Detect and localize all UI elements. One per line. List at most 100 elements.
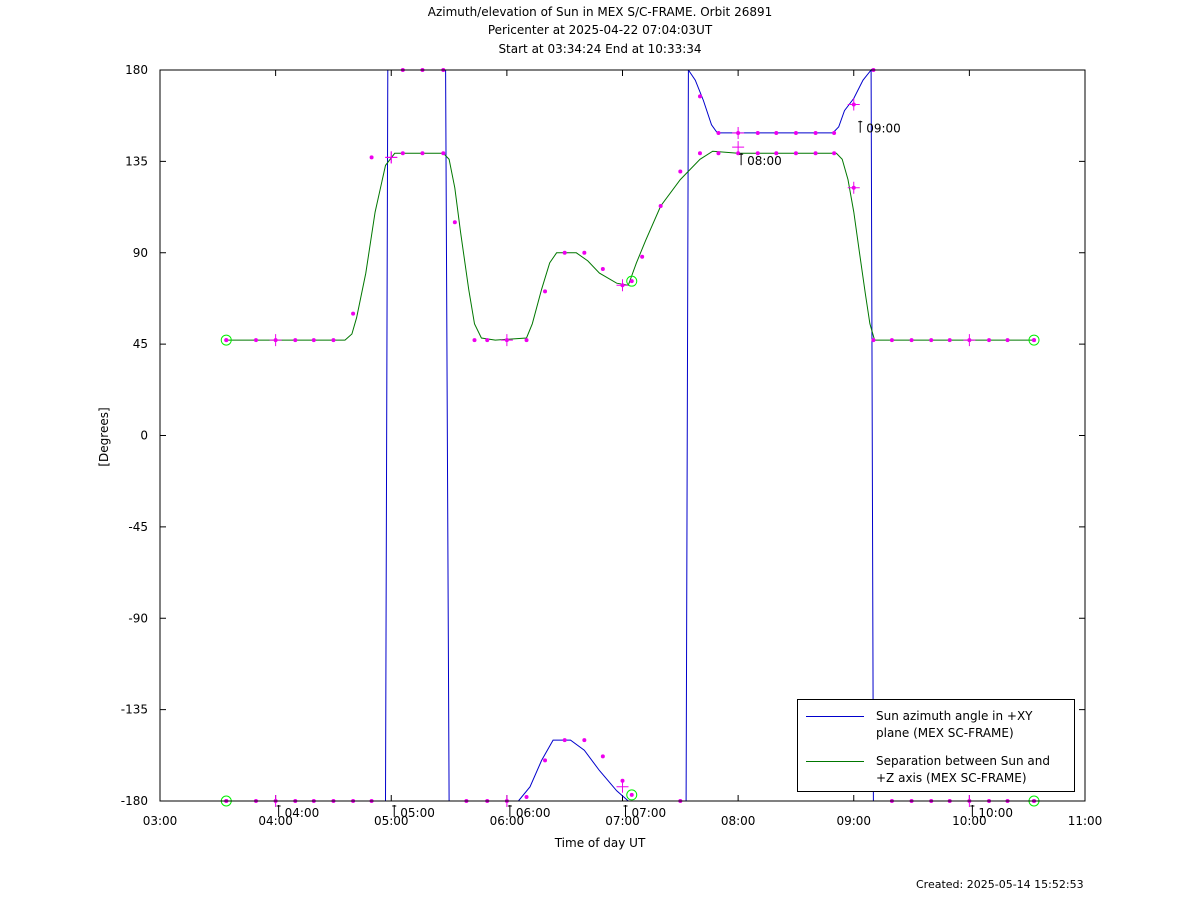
x-tick-label: 08:00 <box>721 814 756 828</box>
hour-marker-azimuth <box>732 126 745 139</box>
data-point-separation <box>658 204 663 209</box>
endpoint-marker <box>1028 334 1040 346</box>
x-tick-label: 05:00 <box>374 814 409 828</box>
data-point-separation <box>400 151 405 156</box>
data-point-separation <box>543 289 548 294</box>
data-point-azimuth <box>697 94 702 99</box>
data-point-separation <box>600 266 605 271</box>
data-point-azimuth <box>793 130 798 135</box>
hour-marker-azimuth <box>616 780 629 793</box>
data-point-separation <box>871 338 876 343</box>
data-point-separation <box>716 151 721 156</box>
data-point-separation <box>755 151 760 156</box>
data-point-azimuth <box>832 130 837 135</box>
legend-label-separation-line-2: +Z axis (MEX SC-FRAME) <box>876 771 1027 785</box>
legend-entry-azimuth: Sun azimuth angle in +XY plane (MEX SC-F… <box>798 708 1066 742</box>
data-point-separation <box>793 151 798 156</box>
x-tick-label: 11:00 <box>1068 814 1103 828</box>
axis-ticks: 03:00 04:00 05:00 06:00 07:00 08:00 09:00 10:00… <box>121 63 1103 828</box>
y-tick-label: -45 <box>128 520 148 534</box>
data-point-separation <box>369 155 374 160</box>
data-point-separation <box>909 338 914 343</box>
hour-marker-separation <box>385 151 398 164</box>
data-point-separation <box>832 151 837 156</box>
data-point-separation <box>1005 338 1010 343</box>
series-layer <box>226 68 1034 802</box>
data-point-azimuth <box>582 738 587 743</box>
time-annotation-label: 05:00 <box>400 806 435 820</box>
data-point-separation <box>640 254 645 259</box>
data-point-separation <box>813 151 818 156</box>
y-tick-label: -90 <box>128 611 148 625</box>
series-line-azimuth <box>226 69 389 802</box>
data-point-azimuth <box>755 130 760 135</box>
data-point-separation <box>947 338 952 343</box>
y-tick-label: -180 <box>121 794 148 808</box>
y-tick-label: -135 <box>121 703 148 717</box>
hour-marker-azimuth <box>847 98 860 111</box>
endpoint-marker <box>626 275 638 287</box>
x-axis-label: Time of day UT <box>554 836 646 850</box>
x-tick-label: 03:00 <box>143 814 178 828</box>
data-point-azimuth <box>620 778 625 783</box>
created-timestamp: Created: 2025-05-14 15:52:53 <box>916 878 1084 891</box>
time-annotation-label: 06:00 <box>516 806 551 820</box>
x-tick-label: 10:00 <box>952 814 987 828</box>
legend-label-azimuth-line-2: plane (MEX SC-FRAME) <box>876 726 1014 740</box>
y-tick-label: 90 <box>133 246 148 260</box>
data-point-separation <box>452 220 457 225</box>
data-point-azimuth <box>524 794 529 799</box>
hour-marker-separation <box>500 334 513 347</box>
y-tick-label: 0 <box>140 429 148 443</box>
data-point-separation <box>441 151 446 156</box>
data-point-separation <box>331 338 336 343</box>
endpoint-dot <box>1032 338 1037 343</box>
chart-title-line-1: Azimuth/elevation of Sun in MEX S/C-FRAM… <box>427 5 773 19</box>
x-tick-label: 04:00 <box>258 814 293 828</box>
data-point-separation <box>293 338 298 343</box>
legend-entry-separation: Separation between Sun and +Z axis (MEX … <box>798 753 1066 787</box>
series-line-azimuth <box>449 69 689 802</box>
plot-frame <box>159 69 1086 802</box>
marker-layer: 04:00 05:00 06:00 07:00 08:00 09:00 10:00 <box>220 68 1040 820</box>
data-point-azimuth <box>813 130 818 135</box>
time-annotation-label: 08:00 <box>747 154 782 168</box>
hour-marker-separation <box>616 279 629 292</box>
y-axis-label: [Degrees] <box>97 407 111 467</box>
chart-legend: Sun azimuth angle in +XY plane (MEX SC-F… <box>797 699 1075 792</box>
x-tick-label: 09:00 <box>836 814 871 828</box>
endpoint-marker <box>220 334 232 346</box>
y-tick-label: 135 <box>125 154 148 168</box>
endpoint-dot <box>629 792 634 797</box>
data-point-separation <box>582 250 587 255</box>
series-line-azimuth <box>687 68 874 802</box>
hour-marker-separation <box>732 141 745 154</box>
data-point-separation <box>253 338 258 343</box>
endpoint-dot <box>629 279 634 284</box>
data-point-separation <box>987 338 992 343</box>
hour-marker-separation <box>847 181 860 194</box>
data-point-separation <box>472 338 477 343</box>
data-point-separation <box>524 338 529 343</box>
data-point-separation <box>351 311 356 316</box>
hour-marker-separation <box>269 334 282 347</box>
hour-marker-separation <box>963 334 976 347</box>
data-point-separation <box>311 338 316 343</box>
chart-title-line-3: Start at 03:34:24 End at 10:33:34 <box>498 42 702 56</box>
legend-swatch-separation <box>806 761 864 762</box>
data-point-azimuth <box>562 738 567 743</box>
x-tick-label: 06:00 <box>490 814 525 828</box>
data-point-separation <box>678 169 683 174</box>
time-annotation-label: 04:00 <box>285 806 320 820</box>
data-point-separation <box>420 151 425 156</box>
legend-label-azimuth-line-1: Sun azimuth angle in +XY <box>876 709 1033 723</box>
endpoint-dot <box>224 338 229 343</box>
time-annotation-label: 09:00 <box>866 122 901 136</box>
endpoint-marker <box>626 789 638 801</box>
time-annotation-label: 10:00 <box>978 806 1013 820</box>
legend-swatch-azimuth <box>806 716 864 717</box>
data-point-separation <box>929 338 934 343</box>
data-point-separation <box>889 338 894 343</box>
time-annotation-label: 07:00 <box>632 806 667 820</box>
